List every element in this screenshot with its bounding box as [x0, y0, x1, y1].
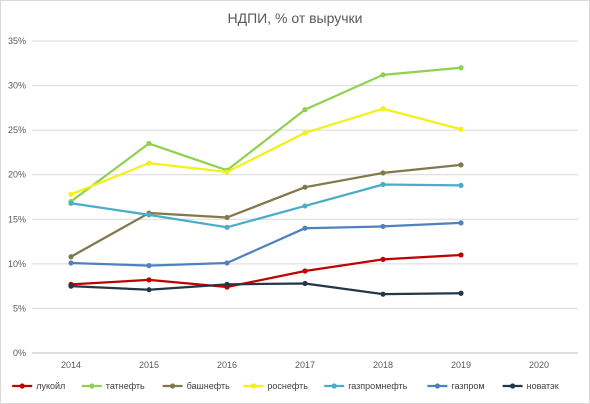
data-point	[458, 252, 464, 258]
series-line	[70, 253, 462, 289]
data-point	[458, 126, 464, 132]
data-point	[380, 181, 386, 188]
data-point	[302, 107, 308, 113]
legend-marker	[331, 383, 337, 389]
series-роснефть	[68, 106, 464, 197]
data-point	[224, 169, 230, 175]
legend-label: новатэк	[527, 381, 559, 391]
data-point	[302, 225, 308, 231]
legend-item: новатэк	[502, 381, 559, 391]
x-tick-label: 2018	[373, 360, 393, 370]
y-tick-label: 15%	[8, 214, 26, 224]
legend-label: татнефть	[106, 381, 145, 391]
data-point	[68, 260, 74, 266]
data-point	[302, 184, 308, 190]
series-новатэк	[68, 280, 464, 297]
series-газпром	[68, 220, 464, 269]
data-point	[68, 283, 74, 289]
legend-marker	[434, 383, 440, 389]
data-point	[224, 224, 230, 230]
data-point	[302, 130, 308, 136]
data-point	[224, 260, 230, 266]
data-point	[68, 254, 74, 260]
x-axis-ticks: 2014 2015 2016 2017 2018 2019 2020	[61, 360, 549, 370]
x-tick-label: 2020	[529, 360, 549, 370]
series-башнефть	[68, 162, 464, 260]
legend-marker	[89, 383, 95, 389]
y-axis-ticks: 0% 5% 10% 15% 20% 25% 30% 35%	[8, 36, 26, 358]
legend-label: газпром	[451, 381, 484, 391]
data-point	[302, 268, 308, 274]
data-point	[224, 281, 230, 287]
data-point	[68, 191, 74, 197]
data-point	[146, 140, 152, 147]
data-point	[68, 200, 74, 206]
legend-label: башнефть	[187, 381, 230, 391]
data-point	[458, 162, 464, 168]
series-line	[70, 107, 462, 196]
data-point	[458, 182, 464, 189]
legend-marker	[250, 383, 256, 389]
data-point	[302, 280, 308, 287]
data-point	[458, 220, 464, 226]
data-point	[380, 256, 386, 262]
data-point	[458, 290, 464, 296]
series-line	[70, 282, 462, 296]
y-tick-label: 30%	[8, 81, 26, 91]
y-tick-label: 10%	[8, 259, 26, 269]
series-group	[68, 65, 464, 297]
gridlines	[32, 40, 578, 354]
y-tick-label: 0%	[13, 348, 26, 358]
y-tick-label: 20%	[8, 170, 26, 180]
legend-marker	[509, 383, 516, 389]
data-point	[146, 212, 152, 218]
legend-item: лукойл	[12, 381, 65, 391]
x-tick-label: 2015	[139, 360, 159, 370]
data-point	[380, 72, 386, 78]
x-tick-label: 2019	[451, 360, 471, 370]
data-point	[458, 65, 464, 71]
data-point	[146, 277, 152, 283]
series-line	[70, 163, 462, 258]
series-газпромнефть	[68, 181, 464, 230]
legend-marker	[170, 383, 176, 389]
legend: лукойл татнефть башнефть роснефть газпромнеф…	[12, 381, 559, 391]
legend-item: газпром	[427, 381, 485, 391]
y-tick-label: 5%	[13, 303, 26, 313]
legend-label: лукойл	[36, 381, 65, 391]
legend-item: роснефть	[243, 381, 308, 391]
data-point	[380, 170, 386, 176]
data-point	[380, 291, 386, 297]
series-line	[70, 66, 462, 203]
y-tick-label: 25%	[8, 125, 26, 135]
data-point	[224, 214, 230, 221]
data-point	[380, 106, 386, 112]
legend-marker	[19, 383, 25, 389]
data-point	[146, 287, 152, 293]
legend-item: татнефть	[81, 381, 145, 391]
series-line	[70, 183, 462, 229]
legend-label: газпромнефть	[348, 381, 407, 391]
legend-label: роснефть	[267, 381, 308, 391]
chart-title: НДПИ, % от выручки	[228, 10, 363, 26]
data-point	[146, 263, 152, 269]
y-tick-label: 35%	[8, 36, 26, 46]
x-tick-label: 2014	[61, 360, 81, 370]
legend-item: башнефть	[162, 381, 230, 391]
x-tick-label: 2017	[295, 360, 315, 370]
data-point	[380, 223, 386, 230]
x-tick-label: 2016	[217, 360, 237, 370]
series-line	[70, 221, 462, 267]
data-point	[146, 160, 152, 166]
data-point	[302, 203, 308, 209]
legend-item: газпромнефть	[324, 381, 408, 391]
